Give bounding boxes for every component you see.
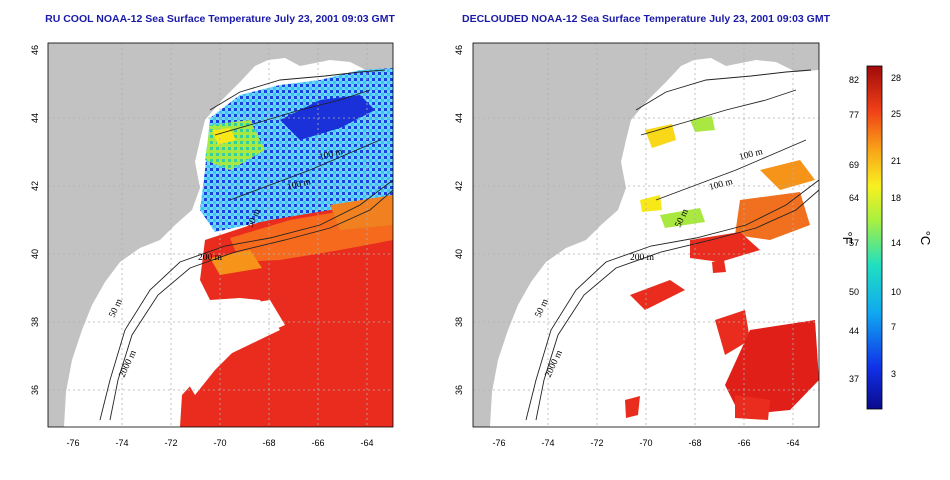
fahrenheit-tick: 50 (849, 287, 859, 297)
x-tick: -74 (115, 438, 128, 448)
right-map-area (473, 43, 819, 427)
bathymetry-contours (99, 69, 393, 421)
x-tick: -72 (590, 438, 603, 448)
y-tick: 38 (30, 317, 40, 327)
y-tick: 36 (454, 385, 464, 395)
y-tick: 42 (30, 181, 40, 191)
celsius-tick: 3 (891, 369, 896, 379)
y-tick: 42 (454, 181, 464, 191)
x-tick: -70 (213, 438, 226, 448)
x-tick: -76 (66, 438, 79, 448)
right-panel-title: DECLOUDED NOAA-12 Sea Surface Temperatur… (462, 13, 831, 25)
fahrenheit-tick: 44 (849, 326, 859, 336)
x-tick: -64 (786, 438, 799, 448)
fahrenheit-tick: 82 (849, 75, 859, 85)
fahrenheit-unit-label: °F (840, 231, 855, 244)
contour-label: 200 m (630, 253, 655, 263)
x-tick: -64 (360, 438, 373, 448)
celsius-tick: 28 (891, 73, 901, 83)
bathymetry-contours (525, 69, 819, 421)
x-tick: -68 (262, 438, 275, 448)
celsius-tick: 14 (891, 238, 901, 248)
celsius-tick: 7 (891, 322, 896, 332)
y-tick: 36 (30, 385, 40, 395)
left-map-area (48, 43, 393, 427)
x-tick: -74 (541, 438, 554, 448)
y-tick: 46 (30, 45, 40, 55)
celsius-tick: 21 (891, 156, 901, 166)
land-mass (473, 43, 819, 427)
fahrenheit-tick: 77 (849, 110, 859, 120)
y-tick: 40 (30, 249, 40, 259)
left-map-panel: RU COOL NOAA-12 Sea Surface Temperature … (30, 13, 395, 448)
fahrenheit-tick: 69 (849, 160, 859, 170)
left-map-frame (47, 42, 394, 428)
y-tick: 38 (454, 317, 464, 327)
fahrenheit-tick: 64 (849, 193, 859, 203)
sst-patches (625, 116, 819, 420)
left-panel-title: RU COOL NOAA-12 Sea Surface Temperature … (45, 13, 395, 25)
y-tick: 44 (30, 113, 40, 123)
x-tick: -68 (688, 438, 701, 448)
x-tick: -72 (164, 438, 177, 448)
y-tick: 44 (454, 113, 464, 123)
right-map-panel: DECLOUDED NOAA-12 Sea Surface Temperatur… (454, 13, 831, 448)
contour-label: 200 m (198, 253, 223, 263)
colorbar-gradient (866, 65, 883, 410)
fahrenheit-tick: 37 (849, 374, 859, 384)
right-map-frame (472, 42, 820, 428)
y-tick: 40 (454, 249, 464, 259)
x-tick: -76 (492, 438, 505, 448)
fahrenheit-tick: 57 (849, 238, 859, 248)
celsius-tick: 25 (891, 109, 901, 119)
x-tick: -66 (311, 438, 324, 448)
land-mass (48, 43, 393, 427)
celsius-tick: 18 (891, 193, 901, 203)
celsius-unit-label: °C (918, 231, 933, 246)
x-tick: -66 (737, 438, 750, 448)
celsius-tick: 10 (891, 287, 901, 297)
y-tick: 46 (454, 45, 464, 55)
x-tick: -70 (639, 438, 652, 448)
colorbar: 82 77 69 64 57 50 44 37 28 25 21 18 14 1… (840, 65, 933, 410)
